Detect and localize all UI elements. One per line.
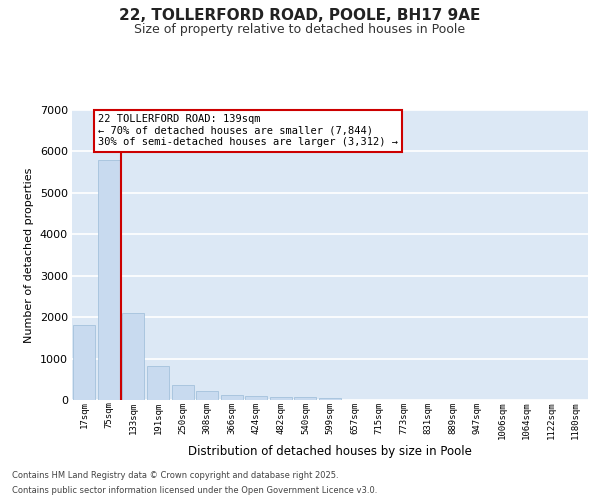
Text: 22 TOLLERFORD ROAD: 139sqm
← 70% of detached houses are smaller (7,844)
30% of s: 22 TOLLERFORD ROAD: 139sqm ← 70% of deta…	[98, 114, 398, 148]
Bar	[319, 398, 341, 400]
Text: Contains public sector information licensed under the Open Government Licence v3: Contains public sector information licen…	[12, 486, 377, 495]
Bar	[245, 396, 268, 400]
Bar	[147, 366, 169, 400]
Text: Contains HM Land Registry data © Crown copyright and database right 2025.: Contains HM Land Registry data © Crown c…	[12, 471, 338, 480]
Bar	[122, 313, 145, 400]
Bar	[270, 397, 292, 400]
Bar	[221, 394, 243, 400]
Bar	[196, 391, 218, 400]
Y-axis label: Number of detached properties: Number of detached properties	[24, 168, 34, 342]
Bar	[98, 160, 120, 400]
Text: 22, TOLLERFORD ROAD, POOLE, BH17 9AE: 22, TOLLERFORD ROAD, POOLE, BH17 9AE	[119, 8, 481, 22]
X-axis label: Distribution of detached houses by size in Poole: Distribution of detached houses by size …	[188, 444, 472, 458]
Bar	[295, 398, 316, 400]
Bar	[172, 384, 194, 400]
Bar	[73, 326, 95, 400]
Text: Size of property relative to detached houses in Poole: Size of property relative to detached ho…	[134, 22, 466, 36]
